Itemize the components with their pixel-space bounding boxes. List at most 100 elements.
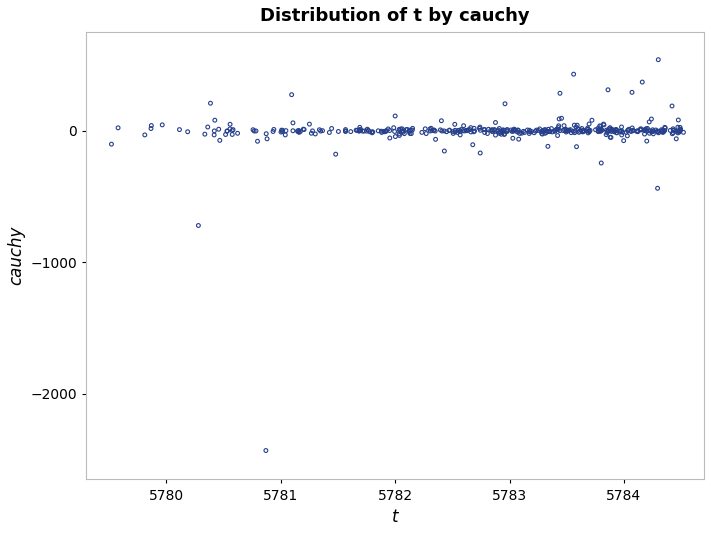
Point	[407, 124, 418, 133]
Point	[355, 125, 366, 134]
Point	[427, 126, 438, 135]
Point	[582, 128, 594, 137]
Point	[228, 125, 239, 134]
Point	[604, 124, 615, 133]
Point	[202, 123, 213, 131]
Point	[606, 127, 618, 135]
Point	[367, 128, 378, 136]
Point	[667, 130, 678, 138]
Point	[563, 126, 574, 134]
Point	[572, 125, 584, 133]
Point	[464, 125, 476, 134]
Point	[595, 125, 606, 133]
Point	[474, 124, 485, 133]
Y-axis label: cauchy: cauchy	[7, 226, 25, 286]
Point	[563, 126, 574, 135]
Point	[461, 126, 472, 135]
Point	[376, 128, 387, 136]
Point	[540, 127, 552, 135]
Point	[397, 125, 408, 133]
Point	[631, 127, 642, 135]
Point	[592, 124, 604, 133]
Point	[287, 126, 299, 135]
Point	[486, 125, 498, 134]
Point	[598, 120, 609, 129]
Point	[292, 127, 304, 136]
Point	[605, 133, 616, 142]
Point	[457, 126, 469, 135]
Point	[610, 126, 621, 135]
Point	[636, 78, 648, 86]
Point	[494, 129, 506, 138]
Point	[554, 126, 565, 135]
Point	[606, 127, 617, 135]
Point	[268, 125, 279, 134]
Point	[366, 128, 378, 137]
Point	[547, 128, 558, 136]
Point	[461, 126, 473, 135]
Point	[658, 127, 670, 136]
Point	[397, 126, 409, 135]
Point	[441, 127, 452, 136]
Point	[540, 129, 551, 138]
Point	[652, 128, 663, 136]
Point	[640, 126, 651, 134]
Point	[618, 136, 629, 145]
Point	[490, 131, 501, 139]
Point	[602, 127, 613, 135]
Point	[555, 89, 566, 98]
Point	[213, 125, 225, 133]
Point	[384, 126, 395, 135]
Point	[454, 131, 466, 139]
Point	[452, 128, 464, 136]
Point	[510, 126, 521, 134]
Point	[578, 126, 589, 135]
Point	[456, 125, 467, 134]
Point	[571, 142, 582, 151]
Point	[474, 123, 486, 131]
Point	[657, 128, 668, 136]
Point	[393, 125, 405, 134]
Point	[416, 128, 427, 136]
Point	[333, 127, 344, 136]
X-axis label: t: t	[392, 508, 398, 526]
Point	[609, 126, 620, 134]
Point	[608, 126, 619, 135]
Point	[454, 127, 466, 136]
Point	[556, 114, 567, 123]
Point	[252, 137, 263, 146]
Point	[424, 125, 436, 133]
Point	[610, 125, 621, 134]
Point	[552, 123, 564, 132]
Point	[286, 91, 297, 99]
Point	[475, 126, 486, 134]
Point	[145, 124, 156, 133]
Point	[614, 127, 626, 135]
Point	[534, 125, 545, 133]
Point	[156, 120, 168, 129]
Point	[648, 130, 659, 138]
Point	[405, 130, 417, 138]
Point	[324, 128, 335, 137]
Point	[646, 115, 657, 123]
Point	[615, 127, 626, 135]
Point	[363, 126, 374, 134]
Point	[227, 130, 238, 139]
Point	[670, 127, 681, 135]
Point	[366, 127, 378, 136]
Point	[656, 127, 667, 135]
Point	[673, 116, 684, 124]
Point	[598, 120, 609, 128]
Point	[488, 126, 500, 135]
Point	[574, 127, 585, 135]
Point	[577, 127, 589, 136]
Point	[402, 125, 413, 134]
Point	[511, 127, 523, 136]
Point	[351, 126, 363, 135]
Point	[292, 127, 303, 135]
Point	[112, 124, 124, 132]
Point	[659, 123, 670, 132]
Point	[182, 127, 193, 136]
Point	[584, 120, 595, 128]
Point	[622, 126, 634, 135]
